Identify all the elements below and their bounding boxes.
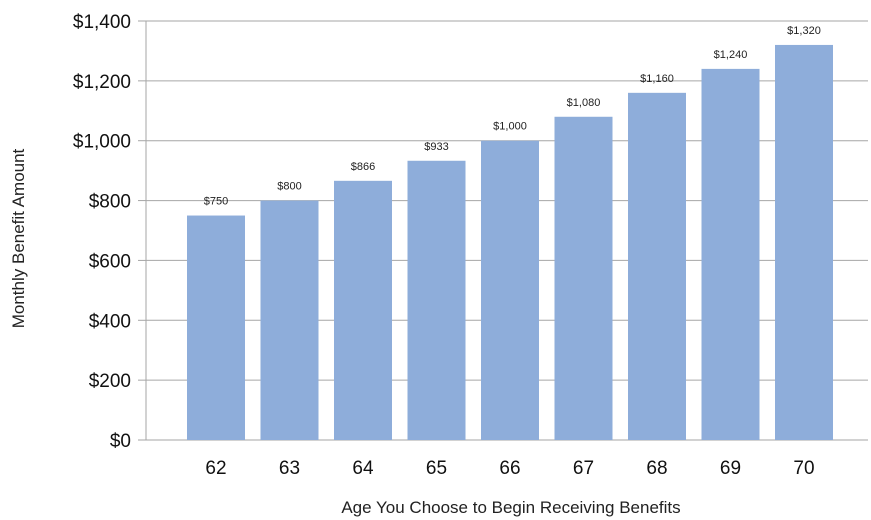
x-tick-label: 69 — [720, 458, 741, 479]
bar-62 — [187, 215, 245, 440]
x-tick-label: 70 — [793, 458, 814, 479]
data-label: $1,000 — [493, 121, 527, 133]
data-label: $866 — [351, 161, 375, 173]
data-label: $1,240 — [714, 49, 748, 61]
data-labels: $750 $800 $866 $933 $1,000 $1,080 $1,160 $1,240… — [204, 25, 821, 208]
bar-69 — [701, 68, 760, 440]
x-tick-label: 68 — [646, 458, 667, 479]
data-label: $1,320 — [787, 25, 821, 37]
y-tick-label: $1,000 — [73, 132, 131, 153]
x-tick-label: 62 — [205, 458, 226, 479]
data-label: $933 — [424, 141, 448, 153]
data-label: $1,160 — [640, 73, 674, 85]
y-axis-ticks: $0 $200 $400 $600 $800 $1,000 $1,200 $1,400 — [73, 12, 131, 452]
bar-68 — [628, 92, 686, 440]
y-tick-label: $0 — [110, 431, 131, 452]
bar-63 — [260, 200, 319, 440]
x-axis-ticks: 62 63 64 65 66 67 68 69 70 — [205, 458, 814, 479]
y-axis-title: Monthly Benefit Amount — [9, 148, 28, 328]
bar-64 — [334, 180, 392, 440]
bars — [187, 44, 833, 441]
y-tick-label: $600 — [89, 251, 131, 272]
y-tick-label: $800 — [89, 192, 131, 213]
y-tick-label: $1,200 — [73, 72, 131, 93]
bar-67 — [554, 116, 613, 441]
y-tick-label: $400 — [89, 311, 131, 332]
x-tick-label: 67 — [573, 458, 594, 479]
x-tick-label: 63 — [279, 458, 300, 479]
data-label: $1,080 — [567, 97, 601, 109]
x-axis-title: Age You Choose to Begin Receiving Benefi… — [341, 498, 680, 517]
data-label: $750 — [204, 196, 228, 208]
data-label: $800 — [277, 181, 301, 193]
x-tick-label: 64 — [352, 458, 374, 479]
y-tick-label: $200 — [89, 371, 131, 392]
y-tick-label: $1,400 — [73, 12, 131, 33]
x-tick-label: 66 — [499, 458, 520, 479]
bar-70 — [775, 44, 833, 440]
bar-66 — [481, 140, 539, 440]
x-tick-label: 65 — [426, 458, 447, 479]
bar-65 — [407, 160, 466, 441]
